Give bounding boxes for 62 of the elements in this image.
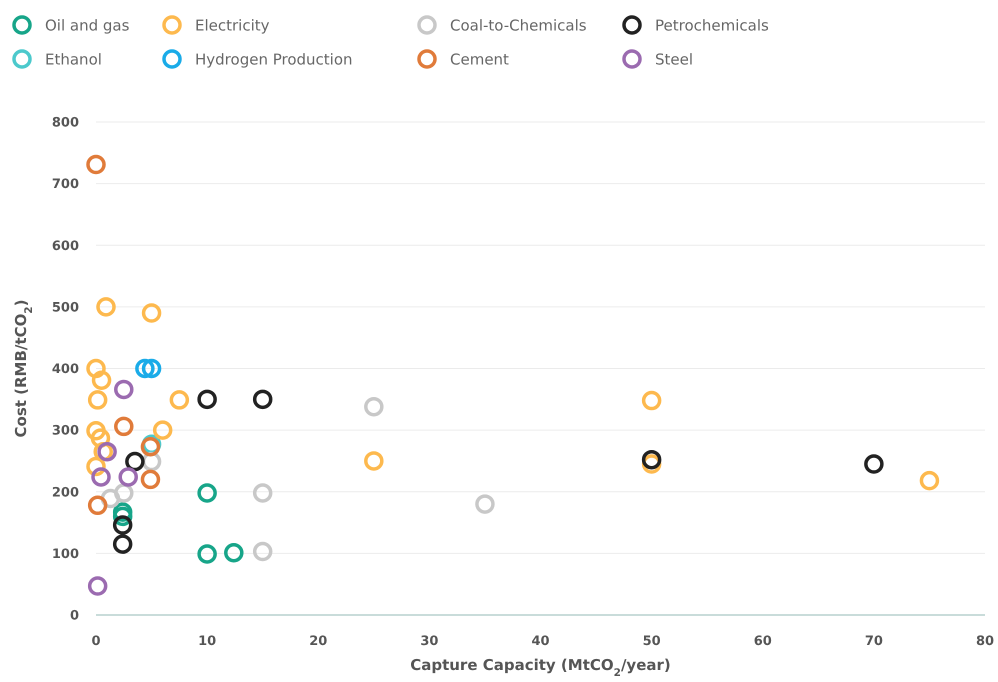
- point: [112, 515, 132, 535]
- point: [197, 483, 217, 503]
- legend-label: Hydrogen Production: [195, 50, 353, 68]
- legend-label: Petrochemicals: [655, 16, 770, 34]
- point: [112, 534, 132, 554]
- point: [364, 396, 384, 416]
- point: [252, 483, 272, 503]
- x-tick-label: 0: [91, 634, 101, 649]
- x-tick-label: 70: [864, 634, 883, 649]
- point: [96, 297, 116, 317]
- x-tick-label: 60: [754, 634, 772, 649]
- x-tick-label: 50: [642, 634, 661, 649]
- point: [197, 390, 217, 410]
- point: [642, 450, 662, 470]
- legend-label: Coal-to-Chemicals: [450, 16, 587, 34]
- point: [88, 576, 108, 596]
- y-tick-label: 400: [52, 362, 79, 378]
- y-tick-label: 600: [52, 238, 79, 254]
- point: [86, 358, 106, 378]
- point: [864, 454, 884, 474]
- y-tick-label: 0: [70, 608, 79, 624]
- legend-label: Steel: [655, 50, 694, 68]
- legend-label: Ethanol: [45, 50, 102, 68]
- point: [86, 154, 106, 174]
- legend-label: Electricity: [195, 16, 270, 34]
- point: [135, 358, 155, 378]
- point: [252, 542, 272, 562]
- point: [91, 467, 111, 487]
- y-tick-label: 700: [52, 177, 79, 192]
- x-tick-label: 20: [309, 634, 328, 649]
- x-tick-label: 80: [976, 634, 994, 649]
- point: [118, 467, 138, 487]
- point: [920, 470, 940, 490]
- y-tick-label: 800: [52, 116, 79, 131]
- point: [152, 420, 172, 440]
- point: [88, 390, 108, 410]
- y-tick-label: 100: [52, 546, 79, 562]
- x-axis-title: Capture Capacity (MtCO$_{2}$/year): [410, 656, 671, 679]
- point: [142, 303, 162, 323]
- legend-label: Oil and gas: [45, 16, 130, 34]
- point: [88, 496, 108, 516]
- y-tick-label: 500: [52, 300, 79, 316]
- x-tick-label: 40: [531, 634, 550, 649]
- point: [86, 420, 106, 440]
- point: [114, 416, 134, 436]
- x-tick-label: 10: [198, 634, 216, 649]
- point: [97, 442, 117, 462]
- point: [114, 380, 134, 400]
- point: [170, 390, 190, 410]
- point: [197, 544, 217, 564]
- point: [142, 358, 162, 378]
- point: [475, 494, 495, 514]
- point: [364, 451, 384, 471]
- point: [140, 470, 160, 490]
- x-tick-label: 30: [420, 634, 438, 649]
- y-tick-label: 300: [52, 424, 79, 439]
- point: [642, 390, 662, 410]
- point: [252, 390, 272, 410]
- point: [224, 543, 244, 563]
- y-tick-label: 200: [52, 485, 79, 500]
- legend-label: Cement: [450, 50, 510, 68]
- point: [92, 370, 112, 390]
